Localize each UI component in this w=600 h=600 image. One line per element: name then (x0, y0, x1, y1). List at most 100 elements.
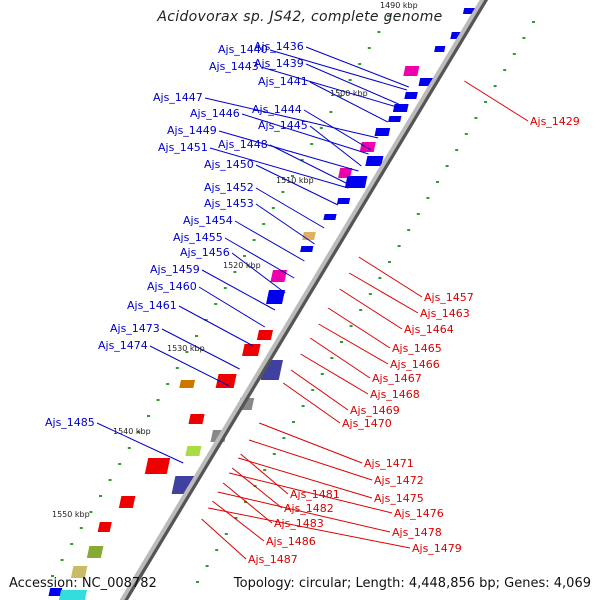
summary-label: Topology: circular; Length: 4,448,856 bp… (233, 576, 591, 591)
tick-mark (493, 85, 497, 87)
tick-mark (215, 549, 219, 551)
gene-feature (392, 104, 409, 112)
tick-mark (532, 21, 535, 23)
leader-line (303, 109, 372, 151)
tick-mark (137, 431, 141, 433)
leader-line (290, 369, 349, 411)
tick-mark (185, 351, 189, 353)
label-leaders (96, 46, 529, 560)
tick-mark (367, 47, 371, 49)
leader-line (348, 272, 419, 314)
gene-label-forward: Ajs_1450 (204, 158, 254, 171)
gene-feature (48, 588, 63, 596)
kbp-marker: 1500 kbp (330, 89, 368, 98)
leader-line (231, 467, 283, 509)
gene-label-reverse: Ajs_1478 (392, 526, 442, 539)
gene-feature (266, 290, 286, 304)
tick-mark (70, 543, 74, 545)
tick-mark (272, 453, 276, 455)
kbp-marker: 1530 kbp (167, 344, 205, 353)
gene-label-reverse: Ajs_1472 (374, 474, 424, 487)
gene-feature (179, 380, 195, 388)
gene-label-reverse: Ajs_1479 (412, 542, 462, 555)
gene-label-forward: Ajs_1456 (180, 246, 230, 259)
tick-mark (340, 341, 343, 343)
tick-mark (291, 175, 294, 177)
leader-line (269, 49, 408, 91)
gene-label-forward: Ajs_1474 (98, 339, 148, 352)
tick-mark (397, 245, 401, 247)
gene-feature (388, 116, 402, 122)
tick-mark (330, 357, 334, 359)
tick-mark (195, 335, 198, 337)
gene-label-reverse: Ajs_1457 (424, 291, 474, 304)
tick-mark (51, 575, 54, 577)
tick-mark (436, 181, 439, 183)
tick-mark (282, 437, 286, 439)
leader-line (305, 63, 399, 105)
tick-mark (244, 501, 247, 503)
tick-mark (300, 159, 304, 161)
gene-feature (215, 374, 237, 388)
gene-feature (300, 246, 314, 252)
leader-line (161, 328, 240, 370)
gene-label-forward: Ajs_1440 (218, 43, 268, 56)
leader-line (238, 457, 373, 499)
tick-mark (464, 133, 468, 135)
gene-label-reverse: Ajs_1487 (248, 553, 298, 566)
kbp-marker: 1520 kbp (223, 261, 261, 270)
leader-line (309, 337, 371, 379)
map-title: Acidovorax sp. JS42, complete genome (157, 9, 443, 25)
tick-mark (156, 399, 160, 401)
gene-label-reverse: Ajs_1476 (394, 507, 444, 520)
gene-label-forward: Ajs_1444 (252, 103, 302, 116)
tick-mark (147, 415, 150, 417)
tick-mark (512, 53, 516, 55)
gene-feature (374, 128, 391, 136)
gene-label-forward: Ajs_1459 (150, 263, 200, 276)
tick-mark (271, 207, 275, 209)
gene-label-reverse: Ajs_1463 (420, 307, 470, 320)
gene-feature (97, 522, 112, 532)
tick-mark (175, 367, 179, 369)
tick-mark (108, 479, 112, 481)
tick-mark (205, 565, 209, 567)
gene-label-reverse: Ajs_1483 (274, 517, 324, 530)
gene-label-reverse: Ajs_1429 (530, 115, 580, 128)
tick-mark (127, 447, 131, 449)
tick-mark (368, 293, 372, 295)
genome-backbone (119, 0, 489, 600)
tick-mark (455, 149, 459, 151)
tick-mark (358, 63, 362, 65)
gene-label-reverse: Ajs_1481 (290, 488, 340, 501)
gene-label-forward: Ajs_1449 (167, 124, 217, 137)
tick-mark (503, 69, 507, 71)
tick-mark (319, 127, 323, 129)
leader-line (327, 307, 391, 349)
gene-feature (434, 46, 446, 52)
leader-line (149, 345, 230, 387)
kbp-marker: 1550 kbp (52, 510, 90, 519)
leader-line (269, 144, 351, 186)
gene-label-reverse: Ajs_1467 (372, 372, 422, 385)
gene-label-reverse: Ajs_1466 (390, 358, 440, 371)
gene-label-reverse: Ajs_1471 (364, 457, 414, 470)
tick-mark (234, 517, 238, 519)
gene-label-forward: Ajs_1473 (110, 322, 160, 335)
tick-mark (377, 31, 381, 33)
gene-feature (185, 446, 202, 456)
gene-feature (242, 344, 261, 356)
tick-mark (60, 559, 64, 561)
gene-label-reverse: Ajs_1482 (284, 502, 334, 515)
tick-mark (79, 527, 83, 529)
leader-line (212, 500, 265, 542)
leader-line (464, 80, 529, 122)
gene-label-forward: Ajs_1452 (204, 181, 254, 194)
tick-mark (407, 229, 411, 231)
tick-mark (339, 95, 342, 97)
gene-label-forward: Ajs_1446 (190, 107, 240, 120)
leader-line (300, 353, 369, 395)
leader-line (208, 507, 411, 549)
tick-mark (348, 79, 352, 81)
